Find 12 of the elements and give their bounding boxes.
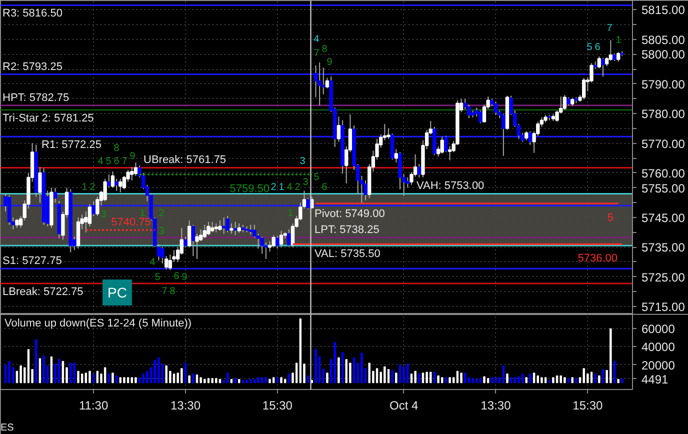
text: ES [0, 422, 14, 434]
x-tick-label: 13:30 [480, 398, 512, 412]
x-tick-label: 11:30 [79, 398, 108, 412]
y-tick-label: 60000 [642, 322, 676, 336]
chart-title: Volume up down(ES 12-24 (5 Minute)) [4, 318, 192, 330]
x-tick-label: 15:30 [262, 398, 293, 412]
x-tick-label: Oct 4 [389, 398, 418, 412]
x-tick-label: 15:30 [572, 398, 604, 412]
y-tick-label: 40000 [642, 340, 676, 354]
x-tick-label: 13:30 [170, 398, 201, 412]
y-tick-label: 4491 [642, 372, 669, 386]
y-tick-label: 20000 [642, 358, 676, 372]
